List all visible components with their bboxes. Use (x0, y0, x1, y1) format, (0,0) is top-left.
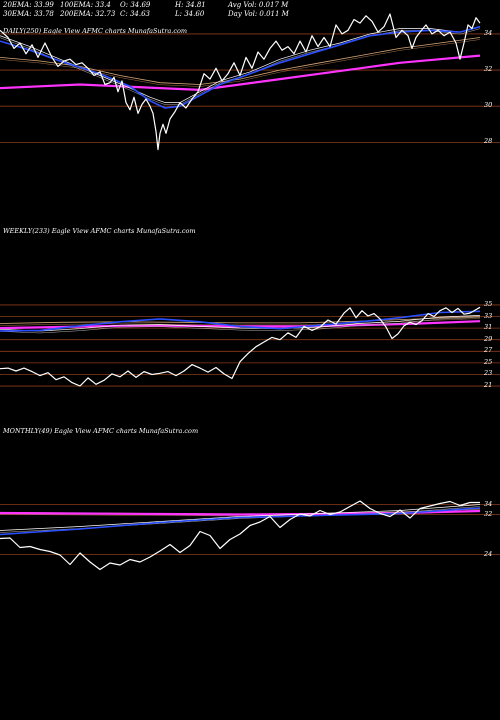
daily-y-tick-label: 28 (484, 137, 493, 146)
indicator-header: 20EMA: 33.99 100EMA: 33.4 O: 34.69 H: 34… (0, 0, 500, 20)
weekly-y-tick-label: 31 (484, 323, 493, 332)
daily-chart (0, 13, 500, 151)
monthly-ema20-band-line (0, 506, 481, 533)
daily-y-tick-label: 32 (484, 65, 493, 74)
weekly-y-tick-label: 27 (484, 346, 493, 355)
daily-y-tick-label: 30 (484, 101, 493, 110)
low-value: L: 34.60 (175, 10, 205, 18)
monthly-y-tick-label: 34 (484, 499, 493, 508)
daily-ema100-line (0, 37, 481, 85)
day-vol-value: Day Vol: 0.011 M (228, 10, 289, 18)
weekly-chart-title: WEEKLY(233) Eagle View AFMC charts Munaf… (3, 227, 196, 235)
ema20-value: 20EMA: 33.99 (3, 1, 54, 9)
ema200-value: 200EMA: 32.73 (60, 10, 116, 18)
monthly-chart (0, 500, 500, 571)
daily-chart-title: DAILY(250) Eagle View AFMC charts Munafa… (3, 27, 188, 35)
daily-ema100-band-line (0, 39, 481, 87)
daily-price-line (0, 13, 481, 151)
monthly-y-tick-label: 24 (484, 549, 493, 558)
daily-y-tick-label: 34 (484, 28, 493, 37)
daily-ema200-line (0, 54, 481, 92)
weekly-y-tick-label: 33 (484, 311, 493, 320)
weekly-ema20-band-line (0, 317, 481, 334)
ema100-value: 100EMA: 33.4 (60, 1, 111, 9)
daily-ema20-line (0, 26, 481, 103)
monthly-chart-title: MONTHLY(49) Eagle View AFMC charts Munaf… (3, 427, 199, 435)
weekly-chart (0, 304, 500, 387)
monthly-ema30-line (0, 507, 481, 536)
weekly-y-tick-label: 21 (484, 381, 493, 390)
open-value: O: 34.69 (120, 1, 151, 9)
weekly-ema100-line (0, 316, 481, 324)
monthly-y-tick-label: 32 (484, 509, 493, 518)
close-value: C: 34.63 (120, 10, 150, 18)
weekly-ema20-line (0, 315, 481, 332)
daily-ema20-band-line (0, 28, 481, 105)
weekly-y-tick-label: 25 (484, 357, 493, 366)
weekly-ema100-band-line (0, 318, 481, 326)
high-value: H: 34.81 (175, 1, 206, 9)
weekly-y-tick-label: 23 (484, 369, 493, 378)
weekly-y-tick-label: 35 (484, 299, 493, 308)
weekly-y-tick-label: 29 (484, 334, 493, 343)
avg-vol-value: Avg Vol: 0.017 M (228, 1, 289, 9)
weekly-price-line (0, 306, 481, 387)
monthly-price-line (0, 500, 480, 571)
ema30-value: 30EMA: 33.78 (3, 10, 54, 18)
weekly-ema30-line (0, 310, 481, 332)
